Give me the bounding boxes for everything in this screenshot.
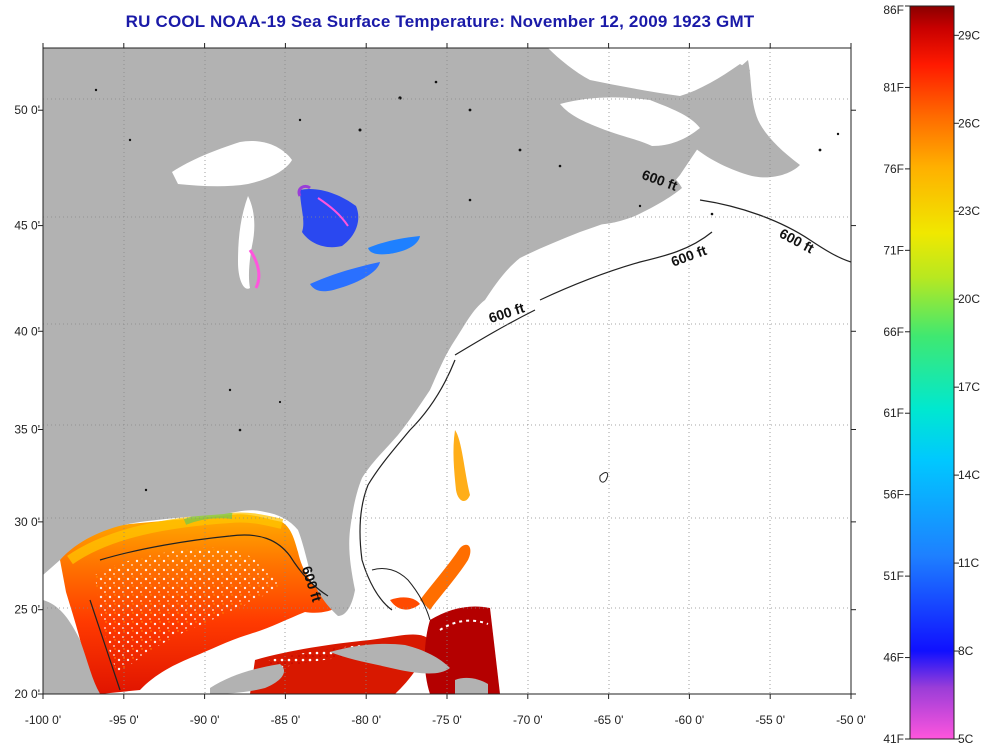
- colorbar-c-label: 17C: [958, 380, 980, 394]
- colorbar-f-label: 51F: [883, 569, 904, 583]
- colorbar-f-label: 81F: [883, 80, 904, 94]
- latitude-label: 50 0': [14, 103, 40, 117]
- longitude-label: -70 0': [513, 713, 543, 727]
- gulf-of-st-lawrence: [560, 97, 700, 146]
- colorbar-f-label: 46F: [883, 651, 904, 665]
- colorbar-c-label: 8C: [958, 644, 974, 658]
- lake-erie: [310, 262, 380, 292]
- longitude-label: -90 0': [190, 713, 220, 727]
- colorbar-c-label: 20C: [958, 292, 980, 306]
- nova-scotia: [585, 169, 682, 225]
- colorbar-f-label: 61F: [883, 406, 904, 420]
- graticule: [43, 48, 851, 694]
- latitude-label: 40 0': [14, 324, 40, 338]
- colorbar-f-label: 41F: [883, 732, 904, 746]
- latitude-label: 45 0': [14, 219, 40, 233]
- longitude-label: -85 0': [271, 713, 301, 727]
- colorbar-f-label: 66F: [883, 325, 904, 339]
- colorbar-c-label: 14C: [958, 468, 980, 482]
- great-lakes: [172, 140, 420, 292]
- lake-huron: [300, 188, 359, 248]
- longitude-label: -100 0': [25, 713, 61, 727]
- colorbar-c-label: 29C: [958, 28, 980, 42]
- latitude-label: 25 0': [14, 603, 40, 617]
- longitude-label: -65 0': [594, 713, 624, 727]
- latitude-axis-labels: 50 0' 45 0' 40 0' 35 0' 30 0' 25 0' 20 0': [14, 103, 40, 701]
- axis-ticks: [38, 43, 856, 699]
- colorbar-f-label: 86F: [883, 3, 904, 17]
- latitude-label: 35 0': [14, 422, 40, 436]
- longitude-axis-labels: -100 0' -95 0' -90 0' -85 0' -80 0' -75 0' -70…: [25, 713, 866, 727]
- latitude-label: 20 0': [14, 687, 40, 701]
- colorbar-c-label: 5C: [958, 732, 974, 746]
- map-title: RU COOL NOAA-19 Sea Surface Temperature:…: [125, 12, 755, 31]
- latitude-label: 30 0': [14, 515, 40, 529]
- longitude-label: -80 0': [351, 713, 381, 727]
- colorbar-c-label: 23C: [958, 204, 980, 218]
- lake-michigan: [238, 196, 255, 289]
- longitude-label: -55 0': [755, 713, 785, 727]
- yucatan: [210, 664, 285, 694]
- longitude-label: -60 0': [675, 713, 705, 727]
- colorbar-c-label: 11C: [958, 556, 979, 570]
- temperature-colorbar: 86F 81F 76F 71F 66F 61F 56F 51F 46F 41F 29C 26C 23C…: [883, 3, 980, 746]
- newfoundland: [687, 60, 800, 178]
- lake-ontario: [368, 236, 420, 255]
- colorbar-fahrenheit-labels: 86F 81F 76F 71F 66F 61F 56F 51F 46F 41F: [883, 3, 904, 746]
- longitude-label: -75 0': [432, 713, 462, 727]
- longitude-label: -95 0': [109, 713, 139, 727]
- colorbar-c-label: 26C: [958, 116, 980, 130]
- colorbar-f-label: 71F: [883, 243, 904, 257]
- colorbar-f-label: 56F: [883, 488, 904, 502]
- cuba: [330, 643, 450, 674]
- colorbar-f-label: 76F: [883, 162, 904, 176]
- longitude-label: -50 0': [836, 713, 866, 727]
- lake-superior: [172, 140, 292, 187]
- hispaniola: [455, 677, 488, 694]
- colorbar-celsius-labels: 29C 26C 23C 20C 17C 14C 11C 8C 5C: [958, 28, 980, 746]
- colorbar-gradient: [909, 5, 955, 740]
- land-mass: [43, 48, 800, 694]
- gulf-of-mexico-sst: [60, 512, 340, 694]
